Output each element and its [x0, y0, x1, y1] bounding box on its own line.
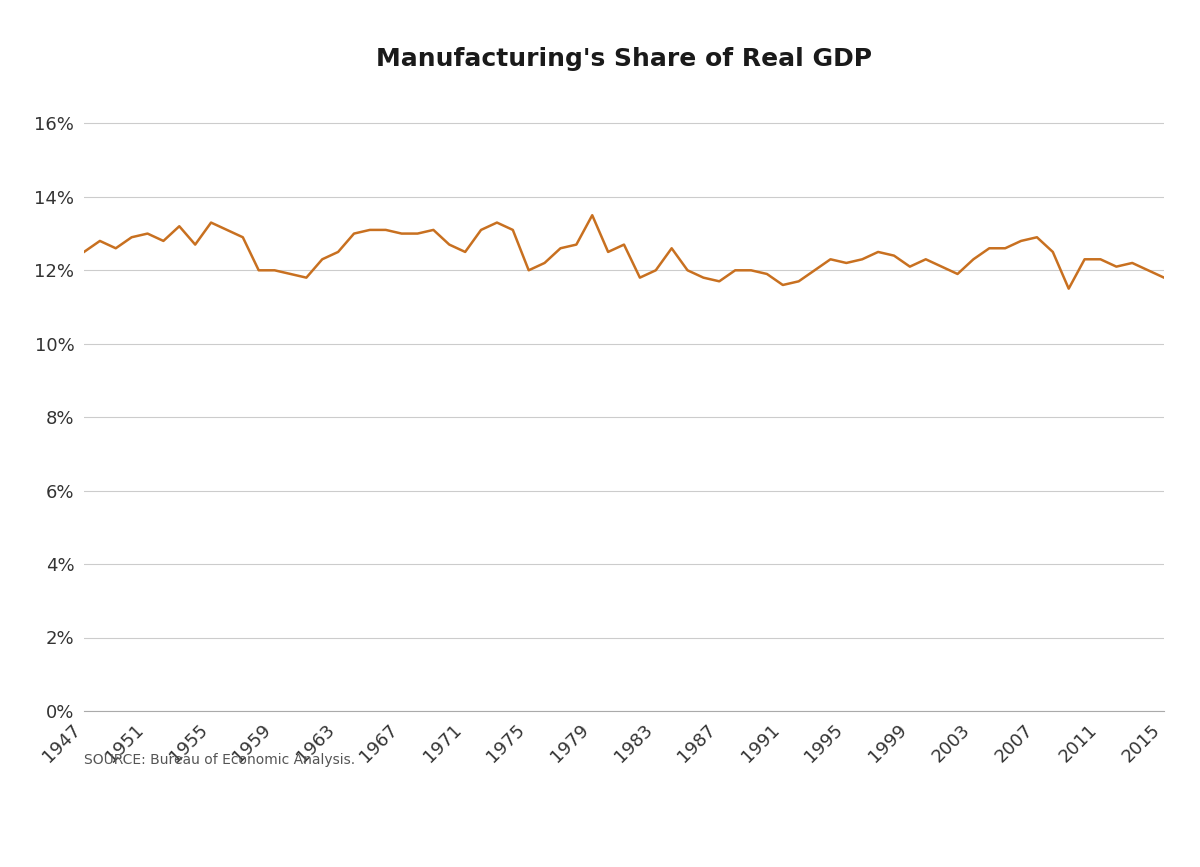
Text: SOURCE: Bureau of Economic Analysis.: SOURCE: Bureau of Economic Analysis.: [84, 753, 355, 767]
Text: of: of: [264, 821, 288, 839]
Text: St. Louis: St. Louis: [298, 821, 390, 839]
Title: Manufacturing's Share of Real GDP: Manufacturing's Share of Real GDP: [376, 47, 872, 71]
Text: Federal Reserve Bank: Federal Reserve Bank: [30, 821, 264, 839]
